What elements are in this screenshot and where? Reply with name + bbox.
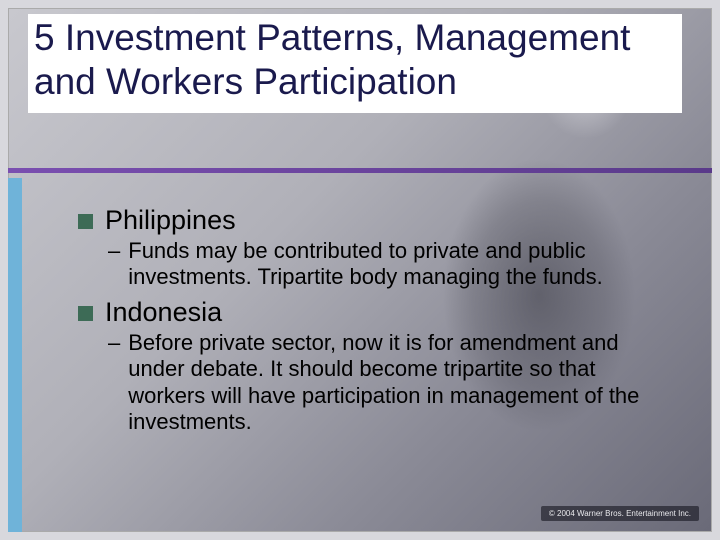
list-item-body: – Before private sector, now it is for a… bbox=[108, 330, 672, 436]
title-container: 5 Investment Patterns, Management and Wo… bbox=[28, 14, 682, 113]
list-item-title: Indonesia bbox=[105, 297, 222, 328]
dash-bullet-icon: – bbox=[108, 238, 120, 291]
horizontal-rule bbox=[8, 168, 712, 173]
dash-bullet-icon: – bbox=[108, 330, 120, 436]
list-item-text: Funds may be contributed to private and … bbox=[128, 238, 672, 291]
square-bullet-icon bbox=[78, 306, 93, 321]
list-item: Philippines – Funds may be contributed t… bbox=[78, 205, 672, 291]
list-item-header: Indonesia bbox=[78, 297, 672, 328]
left-accent-bar bbox=[8, 178, 22, 532]
slide-frame: 5 Investment Patterns, Management and Wo… bbox=[8, 8, 712, 532]
list-item-text: Before private sector, now it is for ame… bbox=[128, 330, 672, 436]
list-item-title: Philippines bbox=[105, 205, 236, 236]
list-item-body: – Funds may be contributed to private an… bbox=[108, 238, 672, 291]
slide-title: 5 Investment Patterns, Management and Wo… bbox=[34, 16, 676, 103]
content-area: Philippines – Funds may be contributed t… bbox=[78, 205, 672, 441]
list-item-header: Philippines bbox=[78, 205, 672, 236]
square-bullet-icon bbox=[78, 214, 93, 229]
list-item: Indonesia – Before private sector, now i… bbox=[78, 297, 672, 436]
